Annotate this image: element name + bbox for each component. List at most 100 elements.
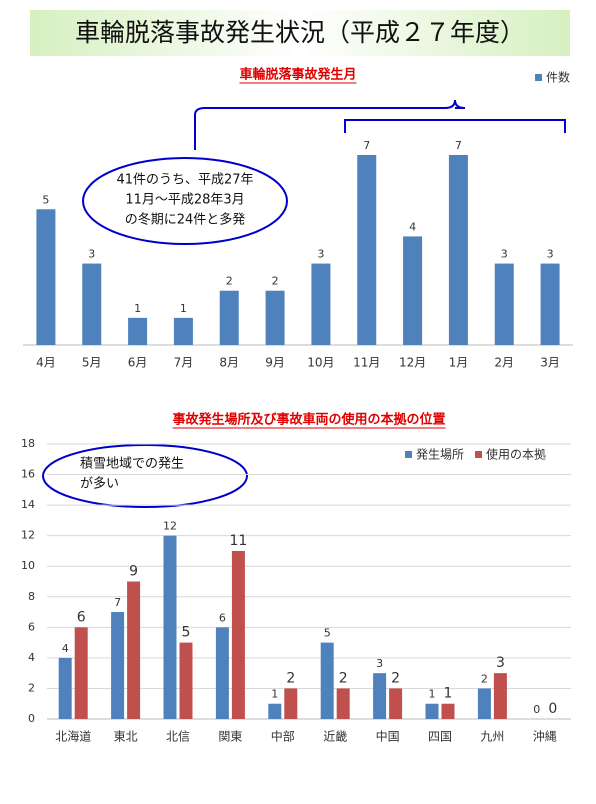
data-label: 2 <box>286 670 295 686</box>
data-label: 6 <box>77 609 86 625</box>
bracket <box>344 119 566 133</box>
annotation: の冬期に24件と多発 <box>125 212 246 228</box>
legend-swatch <box>405 451 412 458</box>
bar <box>215 627 229 719</box>
data-label: 0 <box>548 701 557 717</box>
data-label: 4 <box>62 642 69 655</box>
bar <box>163 535 177 719</box>
bar <box>219 290 239 345</box>
legend-swatch <box>475 451 483 458</box>
header-band <box>30 10 570 56</box>
x-tick-label: 沖縄 <box>533 729 557 744</box>
bar <box>493 673 507 719</box>
data-label: 3 <box>496 655 505 671</box>
bar <box>311 263 331 345</box>
y-tick-label: 16 <box>21 468 35 481</box>
y-tick-label: 10 <box>21 559 35 572</box>
bar <box>540 263 560 345</box>
y-tick-label: 6 <box>28 620 35 633</box>
data-label: 2 <box>339 670 348 686</box>
x-tick-label: 4月 <box>36 356 56 370</box>
data-label: 5 <box>324 627 331 640</box>
annotation: が多い <box>80 476 119 492</box>
bar <box>373 673 387 719</box>
x-tick-label: 3月 <box>540 356 560 370</box>
annotation: 積雪地域での発生 <box>80 457 184 472</box>
x-tick-label: 1月 <box>449 356 469 370</box>
data-label: 3 <box>547 248 554 261</box>
data-label: 3 <box>317 248 324 261</box>
x-tick-label: 10月 <box>307 356 334 370</box>
x-tick-label: 8月 <box>219 356 239 370</box>
bar <box>82 263 102 345</box>
x-tick-label: 9月 <box>265 356 285 370</box>
bar <box>173 317 193 345</box>
data-label: 7 <box>455 139 462 152</box>
data-label: 7 <box>363 139 370 152</box>
chart-title: 車輪脱落事故発生月 <box>239 67 356 83</box>
data-label: 2 <box>481 672 488 685</box>
bar <box>179 642 193 719</box>
bar <box>425 703 439 719</box>
data-label: 2 <box>391 670 400 686</box>
bar <box>127 581 141 719</box>
bar <box>448 155 468 345</box>
data-label: 1 <box>429 688 436 701</box>
data-label: 4 <box>409 220 416 233</box>
y-tick-label: 12 <box>21 529 35 542</box>
x-tick-label: 関東 <box>218 730 242 744</box>
bar <box>128 317 148 345</box>
x-tick-label: 北海道 <box>55 729 91 744</box>
data-label: 1 <box>180 302 187 315</box>
x-tick-label: 6月 <box>128 356 148 370</box>
data-label: 6 <box>219 611 226 624</box>
data-label: 12 <box>163 520 177 533</box>
legend-label: 件数 <box>546 70 570 85</box>
legend-label: 発生場所 <box>416 448 464 462</box>
bar <box>403 236 423 345</box>
y-tick-label: 2 <box>28 681 35 694</box>
bar <box>58 657 72 719</box>
callout <box>82 157 288 245</box>
bar <box>231 550 245 719</box>
data-label: 11 <box>229 533 247 549</box>
bar <box>320 642 334 719</box>
x-tick-label: 7月 <box>174 356 194 370</box>
legend-label: 使用の本拠 <box>486 447 546 462</box>
y-tick-label: 8 <box>28 590 35 603</box>
annotation: 41件のうち、平成27年 <box>116 173 253 188</box>
page-title: 車輪脱落事故発生状況（平成２７年度） <box>75 18 525 47</box>
x-tick-label: 九州 <box>480 730 504 744</box>
x-tick-label: 東北 <box>114 730 138 744</box>
data-label: 3 <box>501 248 508 261</box>
x-tick-label: 11月 <box>353 356 380 370</box>
x-tick-label: 近畿 <box>323 730 347 744</box>
y-tick-label: 0 <box>28 712 35 725</box>
data-label: 3 <box>88 248 95 261</box>
x-tick-label: 5月 <box>82 356 102 370</box>
bar <box>477 688 491 719</box>
x-tick-label: 中部 <box>271 729 295 744</box>
data-label: 0 <box>533 703 540 716</box>
data-label: 5 <box>182 625 191 641</box>
y-tick-label: 4 <box>28 651 35 664</box>
bar <box>265 290 285 345</box>
bar <box>441 703 455 719</box>
data-label: 9 <box>129 564 138 580</box>
bar <box>111 612 125 719</box>
bar <box>74 627 88 719</box>
data-label: 1 <box>134 302 141 315</box>
bar <box>268 703 282 719</box>
bar <box>494 263 514 345</box>
x-tick-label: 北信 <box>166 730 190 744</box>
data-label: 1 <box>271 688 278 701</box>
data-label: 1 <box>444 686 453 702</box>
data-label: 3 <box>376 657 383 670</box>
x-tick-label: 2月 <box>494 356 514 370</box>
y-tick-label: 18 <box>21 437 35 450</box>
bar <box>36 209 56 345</box>
x-tick-label: 12月 <box>399 356 426 370</box>
x-tick-label: 四国 <box>428 730 452 744</box>
callout <box>42 444 248 508</box>
